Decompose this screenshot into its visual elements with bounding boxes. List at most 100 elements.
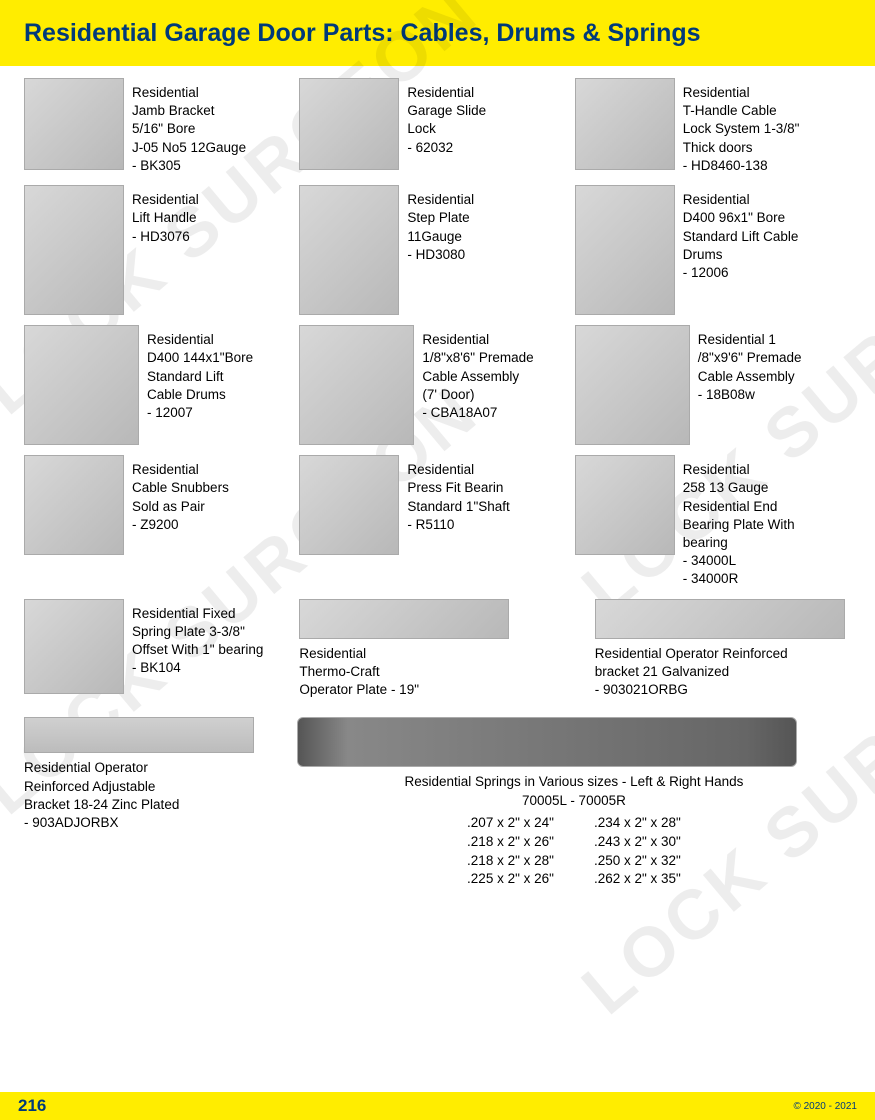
desc-line: Residential [407,191,474,209]
spring-col-b: .234 x 2" x 28" .243 x 2" x 30" .250 x 2… [594,814,681,890]
desc-line: J-05 No5 12Gauge [132,139,246,157]
desc-line: Operator Plate - 19" [299,681,574,699]
desc-line: Standard 1"Shaft [407,498,509,516]
desc-line: Spring Plate 3-3/8" [132,623,263,641]
copyright: © 2020 - 2021 [793,1101,857,1112]
product-image [24,599,124,694]
product-description: Residential Operator Reinforced Adjustab… [24,753,297,832]
desc-line: Residential End [683,498,795,516]
product-image [297,717,797,767]
product-description: Residential Fixed Spring Plate 3-3/8" Of… [124,599,263,678]
product-image [299,599,509,639]
product-image [299,78,399,170]
desc-line: - HD3076 [132,228,199,246]
desc-line: Bracket 18-24 Zinc Plated [24,797,179,812]
page-header: Residential Garage Door Parts: Cables, D… [0,0,875,66]
page-title: Residential Garage Door Parts: Cables, D… [24,19,701,48]
product-image [575,185,675,315]
product-image [299,455,399,555]
desc-line: - BK305 [132,157,246,175]
product-item: Residential Garage Slide Lock - 62032 [299,78,574,175]
spring-size: .218 x 2" x 26" [467,833,554,852]
desc-line: Cable Drums [147,386,253,404]
catalog-content: Residential Jamb Bracket 5/16" Bore J-05… [0,66,875,907]
product-description: Residential Step Plate 11Gauge - HD3080 [399,185,474,264]
desc-line: Garage Slide [407,102,486,120]
product-description: Residential Jamb Bracket 5/16" Bore J-05… [124,78,246,175]
desc-line: - 903ADJORBX [24,815,119,830]
desc-line: Residential [407,84,486,102]
product-item: Residential Cable Snubbers Sold as Pair … [24,455,299,589]
product-image [24,455,124,555]
desc-line: Residential Springs in Various sizes - L… [404,774,743,789]
desc-line: Residential [132,84,246,102]
desc-line: Standard Lift [147,368,253,386]
spring-size-table: .207 x 2" x 24" .218 x 2" x 26" .218 x 2… [297,814,851,890]
desc-line: 1/8"x8'6" Premade [422,349,533,367]
product-item: Residential Fixed Spring Plate 3-3/8" Of… [24,599,299,700]
product-image [575,78,675,170]
desc-line: Cable Assembly [422,368,533,386]
desc-line: - 34000R [683,570,795,588]
desc-line: D400 144x1"Bore [147,349,253,367]
product-description: Residential Springs in Various sizes - L… [297,767,851,889]
spring-size: .207 x 2" x 24" [467,814,554,833]
product-description: Residential Press Fit Bearin Standard 1"… [399,455,509,534]
desc-line: - 12007 [147,404,253,422]
desc-line: Standard Lift Cable [683,228,799,246]
spring-size: .262 x 2" x 35" [594,870,681,889]
desc-line: Lock [407,120,486,138]
product-item: Residential Step Plate 11Gauge - HD3080 [299,185,574,315]
product-item: Residential D400 144x1"Bore Standard Lif… [24,325,299,445]
product-item: Residential Operator Reinforced bracket … [575,599,850,700]
product-item: Residential 1 /8"x9'6" Premade Cable Ass… [575,325,850,445]
desc-line: 258 13 Gauge [683,479,795,497]
spring-size: .225 x 2" x 26" [467,870,554,889]
desc-line: Press Fit Bearin [407,479,509,497]
catalog-row: Residential Lift Handle - HD3076 Residen… [24,185,851,315]
desc-line: Residential [683,461,795,479]
product-description: Residential Garage Slide Lock - 62032 [399,78,486,157]
desc-line: D400 96x1" Bore [683,209,799,227]
desc-line: - R5110 [407,516,509,534]
spring-col-a: .207 x 2" x 24" .218 x 2" x 26" .218 x 2… [467,814,554,890]
catalog-row: Residential D400 144x1"Bore Standard Lif… [24,325,851,445]
product-image [299,185,399,315]
desc-line: - CBA18A07 [422,404,533,422]
desc-line: (7' Door) [422,386,533,404]
product-item: Residential Jamb Bracket 5/16" Bore J-05… [24,78,299,175]
desc-line: bracket 21 Galvanized [595,663,850,681]
desc-line: Sold as Pair [132,498,229,516]
product-item: Residential Press Fit Bearin Standard 1"… [299,455,574,589]
product-image [575,325,690,445]
desc-line: Residential [683,191,799,209]
spring-size: .250 x 2" x 32" [594,852,681,871]
desc-line: Residential [132,191,199,209]
product-item: Residential Operator Reinforced Adjustab… [24,717,297,832]
product-item: Residential Thermo-Craft Operator Plate … [299,599,574,700]
product-item: Residential D400 96x1" Bore Standard Lif… [575,185,850,315]
desc-line: Thick doors [683,139,800,157]
product-item: Residential 1/8"x8'6" Premade Cable Asse… [299,325,574,445]
desc-line: 5/16" Bore [132,120,246,138]
product-item-springs: Residential Springs in Various sizes - L… [297,717,851,889]
product-description: Residential Lift Handle - HD3076 [124,185,199,246]
product-description: Residential T-Handle Cable Lock System 1… [675,78,800,175]
desc-line: Residential Fixed [132,605,263,623]
desc-line: Residential [683,84,800,102]
product-image [24,717,254,753]
desc-line: Residential [422,331,533,349]
page-footer: 216 © 2020 - 2021 [0,1092,875,1120]
product-description: Residential 258 13 Gauge Residential End… [675,455,795,589]
page-number: 216 [18,1096,46,1116]
desc-line: - HD8460-138 [683,157,800,175]
desc-line: Residential Operator Reinforced [595,645,850,663]
desc-line: /8"x9'6" Premade [698,349,802,367]
desc-line: Thermo-Craft [299,663,574,681]
product-image [575,455,675,555]
desc-line: bearing [683,534,795,552]
catalog-row: Residential Jamb Bracket 5/16" Bore J-05… [24,78,851,175]
desc-line: Jamb Bracket [132,102,246,120]
desc-line: Residential 1 [698,331,802,349]
desc-line: - 34000L [683,552,795,570]
